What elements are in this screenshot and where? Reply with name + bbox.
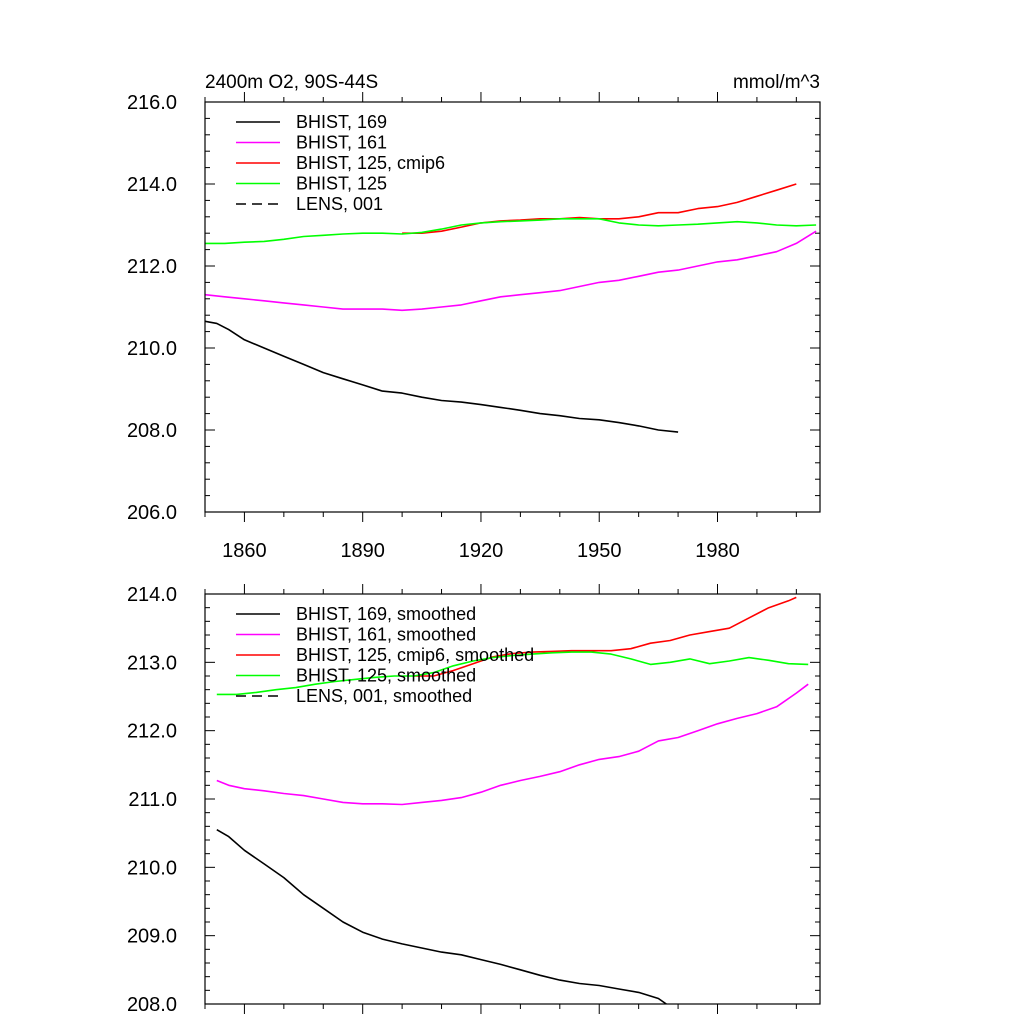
y-tick-label: 209.0: [127, 926, 177, 948]
y-tick-label: 214.0: [127, 584, 177, 606]
chart-title-left: 2400m O2, 90S-44S: [205, 72, 378, 93]
legend-label-4: LENS, 001, smoothed: [296, 686, 472, 706]
series-line-1: [216, 683, 809, 806]
legend-label-1: BHIST, 161, smoothed: [296, 625, 476, 645]
top-chart-panel: 2400m O2, 90S-44S mmol/m^3 206.0 208.0 210…: [127, 72, 821, 562]
legend-label-3: BHIST, 125: [296, 174, 387, 194]
legend-label-3: BHIST, 125, smoothed: [296, 666, 476, 686]
y-tick-label: 210.0: [127, 857, 177, 879]
top-chart-series: [205, 183, 817, 433]
bottom-chart-ticks: 208.0 209.0 210.0 211.0 212.0 213.0 214.0: [127, 584, 820, 1016]
series-line-3: [216, 651, 809, 696]
legend-label-2: BHIST, 125, cmip6: [296, 153, 445, 173]
series-line-0: [216, 829, 667, 1004]
y-tick-label: 208.0: [127, 420, 177, 442]
bottom-chart-panel: 208.0 209.0 210.0 211.0 212.0 213.0 214.0 BHIS…: [127, 584, 821, 1016]
y-tick-label: 212.0: [127, 721, 177, 743]
series-line-3: [205, 218, 817, 245]
legend-label-4: LENS, 001: [296, 194, 383, 214]
x-tick-label: 1920: [459, 540, 504, 562]
chart-title-right: mmol/m^3: [733, 72, 820, 93]
x-tick-label: 1950: [577, 540, 622, 562]
x-tick-label: 1890: [340, 540, 385, 562]
legend-label-1: BHIST, 161: [296, 133, 387, 153]
y-tick-label: 211.0: [128, 789, 177, 811]
top-chart-ticks: 206.0 208.0 210.0 212.0 214.0 216.0 1860 1890 19…: [127, 92, 820, 562]
y-tick-label: 213.0: [127, 652, 177, 674]
legend-label-0: BHIST, 169, smoothed: [296, 604, 476, 624]
y-tick-label: 210.0: [127, 338, 177, 360]
x-tick-label: 1980: [695, 540, 740, 562]
series-line-0: [205, 320, 679, 433]
y-tick-label: 212.0: [127, 256, 177, 278]
legend-label-2: BHIST, 125, cmip6, smoothed: [296, 645, 534, 665]
y-tick-label: 208.0: [127, 994, 177, 1016]
series-line-1: [205, 230, 817, 312]
bottom-chart-series: [216, 596, 809, 1004]
y-tick-label: 216.0: [127, 92, 177, 114]
series-line-2: [413, 596, 797, 677]
legend-label-0: BHIST, 169: [296, 112, 387, 132]
y-tick-label: 206.0: [127, 502, 177, 524]
x-tick-label: 1860: [222, 540, 267, 562]
top-chart-frame: [204, 101, 821, 513]
y-tick-label: 214.0: [127, 174, 177, 196]
bottom-chart-frame: [204, 593, 821, 1005]
